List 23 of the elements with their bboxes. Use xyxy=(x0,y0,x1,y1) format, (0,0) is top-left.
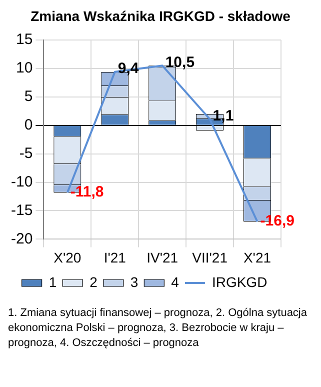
y-tick-label: 15 xyxy=(16,31,33,48)
y-tick-label: 0 xyxy=(24,116,33,134)
text: 1. Zmiana sytuacji finansowej – prognoza, 2. Ogólna sytuacja ekonomiczna Polski – prognoza, 3. Bezrobocie w kraju – prognoza, 4. Oszczędności – prognoza xyxy=(8,306,308,351)
legend-label: 1 xyxy=(48,274,57,290)
legend-label: 4 xyxy=(171,274,180,290)
x-tick-label: IV'21 xyxy=(146,249,178,266)
chart-title: Zmiana Wskaźnika IRGKGD - składowe xyxy=(30,8,292,24)
y-tick-label: -20 xyxy=(10,230,33,248)
legend-label: IRGKGD xyxy=(212,274,268,290)
x-tick-label: VII'21 xyxy=(192,249,228,266)
x-tick-label: X'20 xyxy=(54,249,82,266)
legend-label: 2 xyxy=(90,274,98,290)
data-label: -16,9 xyxy=(260,212,294,230)
data-label: -11,8 xyxy=(70,184,104,201)
y-tick-label: -10 xyxy=(10,173,33,190)
x-tick-label: I'21 xyxy=(104,249,126,266)
data-label: 10,5 xyxy=(165,54,195,71)
legend-label: 3 xyxy=(130,274,138,290)
x-tick-label: X'21 xyxy=(243,249,272,266)
y-tick-label: 5 xyxy=(24,88,33,106)
y-tick-label: -5 xyxy=(19,144,33,162)
y-tick-label: -15 xyxy=(10,202,33,219)
y-tick-label: 10 xyxy=(16,60,33,77)
